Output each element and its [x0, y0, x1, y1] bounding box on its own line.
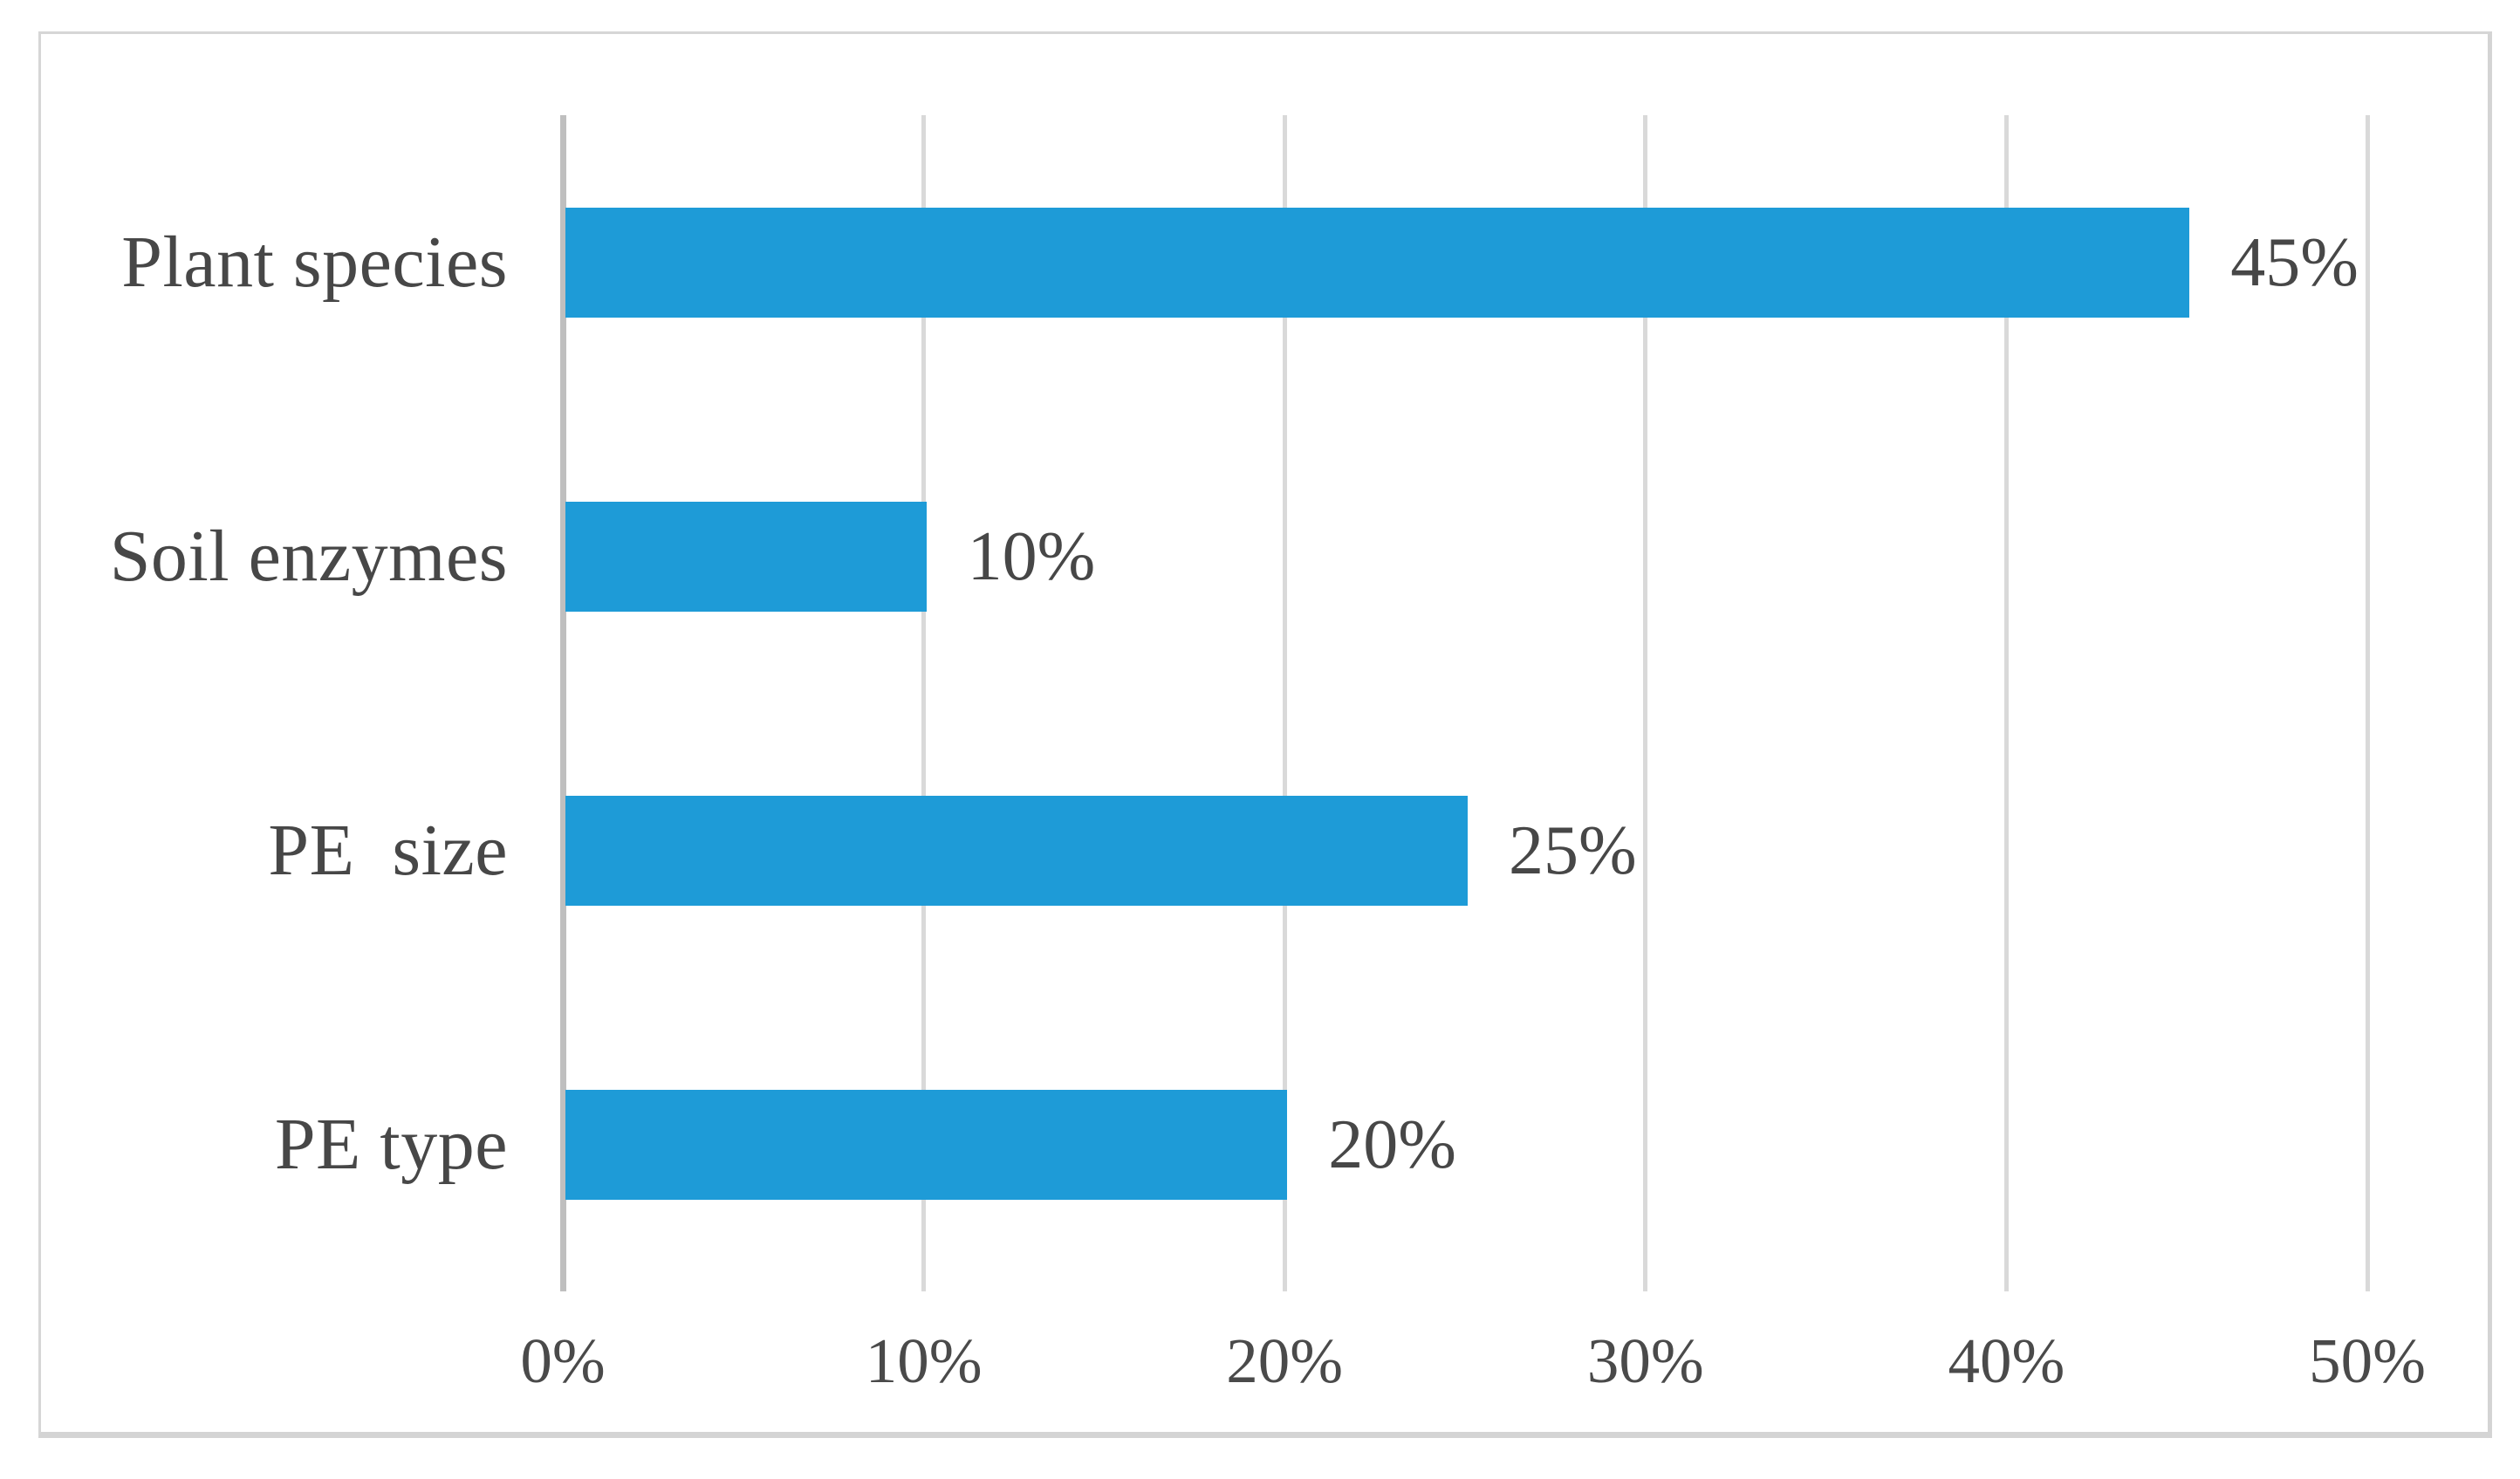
x-tick-label: 20%: [1226, 1325, 1344, 1396]
value-label: 10%: [967, 517, 1096, 595]
gridline: [2365, 115, 2370, 1291]
gridline: [2003, 115, 2009, 1291]
bar: [565, 1089, 1288, 1200]
category-label: Soil enzymes: [109, 515, 508, 597]
x-tick-label: 50%: [2309, 1325, 2426, 1396]
category-label: Plant species: [121, 221, 508, 303]
value-label: 45%: [2230, 223, 2359, 301]
bar: [565, 207, 2190, 318]
gridline: [921, 115, 927, 1291]
x-tick-label: 0%: [520, 1325, 606, 1396]
bar: [565, 795, 1468, 906]
x-tick-label: 30%: [1586, 1325, 1704, 1396]
bar: [565, 501, 927, 612]
value-label: 20%: [1328, 1106, 1456, 1183]
category-label: PE size: [268, 809, 508, 891]
x-tick-label: 40%: [1948, 1325, 2065, 1396]
gridline: [1282, 115, 1287, 1291]
category-axis-line: [559, 115, 566, 1291]
value-label: 25%: [1509, 811, 1637, 889]
category-label: PE type: [274, 1103, 508, 1185]
gridline: [1643, 115, 1648, 1291]
x-tick-label: 10%: [865, 1325, 983, 1396]
